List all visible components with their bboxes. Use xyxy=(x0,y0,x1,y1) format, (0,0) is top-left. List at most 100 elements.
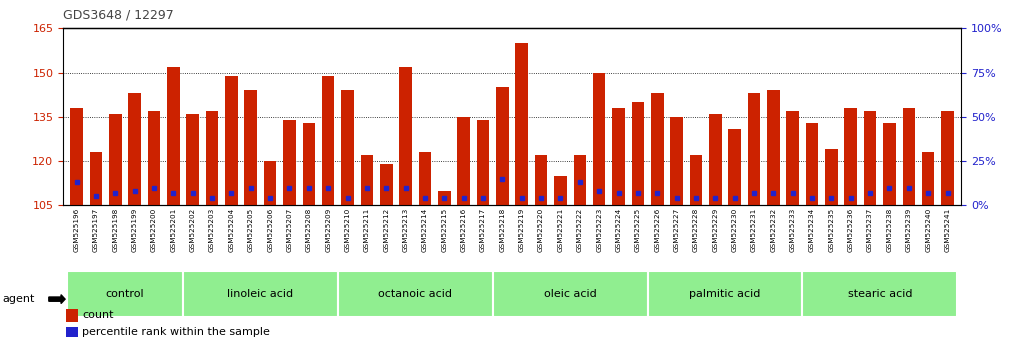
Bar xyxy=(458,117,470,205)
Bar xyxy=(825,149,838,205)
Bar xyxy=(863,111,877,205)
Text: GSM525219: GSM525219 xyxy=(519,207,525,252)
Text: GSM525203: GSM525203 xyxy=(210,207,215,252)
Text: GSM525241: GSM525241 xyxy=(945,207,951,252)
Text: palmitic acid: palmitic acid xyxy=(690,289,761,299)
Bar xyxy=(651,93,663,205)
Bar xyxy=(516,43,528,205)
Text: GSM525202: GSM525202 xyxy=(190,207,195,252)
Text: GSM525196: GSM525196 xyxy=(73,207,79,252)
Bar xyxy=(496,87,508,205)
Bar xyxy=(183,271,338,317)
Bar xyxy=(554,176,566,205)
Bar xyxy=(109,114,122,205)
Text: GSM525204: GSM525204 xyxy=(229,207,235,252)
Bar xyxy=(67,271,183,317)
Text: oleic acid: oleic acid xyxy=(544,289,597,299)
Bar xyxy=(786,111,799,205)
Text: linoleic acid: linoleic acid xyxy=(228,289,294,299)
Bar xyxy=(844,108,857,205)
Bar xyxy=(670,117,682,205)
Text: GSM525207: GSM525207 xyxy=(287,207,293,252)
Bar xyxy=(380,164,393,205)
Bar xyxy=(492,271,648,317)
Text: GSM525213: GSM525213 xyxy=(403,207,409,252)
Text: GSM525210: GSM525210 xyxy=(345,207,351,252)
Text: control: control xyxy=(106,289,144,299)
Bar xyxy=(632,102,644,205)
Bar xyxy=(147,111,161,205)
Bar xyxy=(338,271,492,317)
Text: GSM525222: GSM525222 xyxy=(577,207,583,252)
Bar xyxy=(902,108,915,205)
Text: GSM525218: GSM525218 xyxy=(499,207,505,252)
Text: GSM525240: GSM525240 xyxy=(925,207,932,252)
Text: GSM525200: GSM525200 xyxy=(151,207,157,252)
Bar xyxy=(205,111,219,205)
Text: GSM525209: GSM525209 xyxy=(325,207,332,252)
Bar xyxy=(921,152,935,205)
Bar xyxy=(438,190,451,205)
Bar xyxy=(167,67,180,205)
Text: GSM525220: GSM525220 xyxy=(538,207,544,252)
Text: GSM525197: GSM525197 xyxy=(93,207,99,252)
Bar xyxy=(593,73,605,205)
Text: GSM525223: GSM525223 xyxy=(596,207,602,252)
Bar xyxy=(400,67,412,205)
Text: GSM525233: GSM525233 xyxy=(789,207,795,252)
Text: GSM525216: GSM525216 xyxy=(461,207,467,252)
Text: GSM525231: GSM525231 xyxy=(751,207,757,252)
Bar xyxy=(805,123,819,205)
Text: GSM525199: GSM525199 xyxy=(131,207,137,252)
Text: GSM525224: GSM525224 xyxy=(615,207,621,252)
Bar xyxy=(128,93,141,205)
Text: GSM525225: GSM525225 xyxy=(635,207,641,252)
Text: GSM525232: GSM525232 xyxy=(770,207,776,252)
Text: octanoic acid: octanoic acid xyxy=(378,289,453,299)
Text: GSM525230: GSM525230 xyxy=(731,207,737,252)
Text: GSM525211: GSM525211 xyxy=(364,207,370,252)
Bar xyxy=(883,123,896,205)
Text: GSM525239: GSM525239 xyxy=(906,207,912,252)
Bar xyxy=(70,108,83,205)
Text: GSM525205: GSM525205 xyxy=(248,207,254,252)
Bar xyxy=(361,155,373,205)
Bar xyxy=(941,111,954,205)
Bar xyxy=(802,271,957,317)
Bar xyxy=(225,75,238,205)
Text: GSM525226: GSM525226 xyxy=(654,207,660,252)
Text: GSM525214: GSM525214 xyxy=(422,207,428,252)
Bar xyxy=(244,90,257,205)
Bar xyxy=(419,152,431,205)
Bar xyxy=(186,114,199,205)
Bar xyxy=(648,271,802,317)
Text: GSM525234: GSM525234 xyxy=(810,207,815,252)
Text: GSM525236: GSM525236 xyxy=(848,207,853,252)
Text: GSM525212: GSM525212 xyxy=(383,207,390,252)
Text: percentile rank within the sample: percentile rank within the sample xyxy=(82,327,271,337)
Text: GSM525229: GSM525229 xyxy=(712,207,718,252)
Bar xyxy=(263,161,277,205)
Bar xyxy=(767,90,780,205)
Text: GSM525217: GSM525217 xyxy=(480,207,486,252)
Text: stearic acid: stearic acid xyxy=(847,289,912,299)
Text: GSM525198: GSM525198 xyxy=(112,207,118,252)
Bar xyxy=(283,120,296,205)
Text: GSM525238: GSM525238 xyxy=(887,207,893,252)
Bar xyxy=(342,90,354,205)
Bar xyxy=(728,129,741,205)
Bar xyxy=(612,108,624,205)
Text: GSM525215: GSM525215 xyxy=(441,207,447,252)
Bar xyxy=(322,75,335,205)
Text: agent: agent xyxy=(2,294,35,304)
Bar xyxy=(747,93,761,205)
Text: GSM525237: GSM525237 xyxy=(868,207,874,252)
Bar xyxy=(89,152,103,205)
Bar xyxy=(477,120,489,205)
Text: GSM525221: GSM525221 xyxy=(557,207,563,252)
Text: GSM525201: GSM525201 xyxy=(171,207,176,252)
Bar xyxy=(574,155,586,205)
Text: GSM525235: GSM525235 xyxy=(829,207,834,252)
Text: GSM525206: GSM525206 xyxy=(267,207,274,252)
Bar xyxy=(690,155,702,205)
